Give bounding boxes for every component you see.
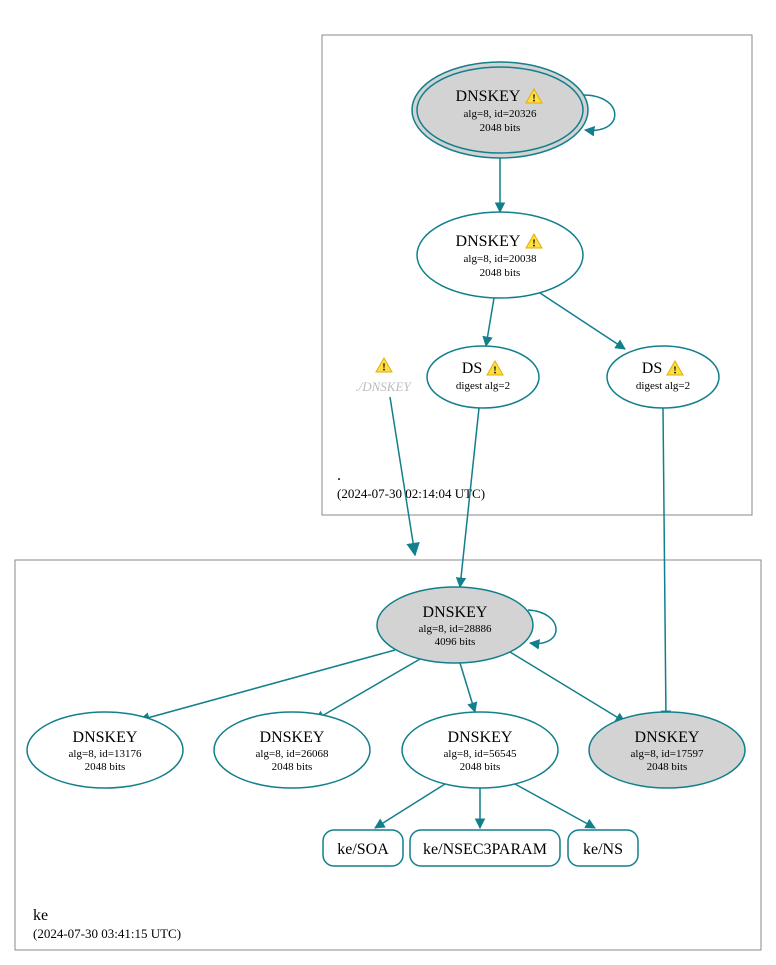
warning-icon: ! <box>376 358 392 374</box>
node-ds1: DS digest alg=2 ! <box>427 346 539 408</box>
svg-text:DNSKEY: DNSKEY <box>73 729 138 746</box>
svg-text:alg=8, id=13176: alg=8, id=13176 <box>69 748 142 760</box>
node-ds2: DS digest alg=2 ! <box>607 346 719 408</box>
svg-text:alg=8, id=26068: alg=8, id=26068 <box>256 748 329 760</box>
svg-text:!: ! <box>493 366 497 377</box>
node-ke-k3: DNSKEY alg=8, id=56545 2048 bits <box>402 712 558 788</box>
edge-faded-to-ke <box>390 397 415 555</box>
svg-text:!: ! <box>532 94 536 105</box>
node-rr-soa: ke/SOA <box>323 830 403 866</box>
node-root-zsk: DNSKEY alg=8, id=20038 2048 bits ! <box>417 212 583 298</box>
node-rr-ns: ke/NS <box>568 830 638 866</box>
svg-text:alg=8, id=56545: alg=8, id=56545 <box>444 748 517 760</box>
svg-text:!: ! <box>673 366 677 377</box>
svg-text:alg=8, id=28886: alg=8, id=28886 <box>419 623 492 635</box>
svg-text:DNSKEY: DNSKEY <box>456 233 521 250</box>
svg-text:DNSKEY: DNSKEY <box>423 604 488 621</box>
zone-ke-label: ke <box>33 907 48 924</box>
svg-text:2048 bits: 2048 bits <box>480 122 521 134</box>
edge-rootzsk-ds2 <box>540 293 625 349</box>
svg-text:2048 bits: 2048 bits <box>647 761 688 773</box>
svg-text:digest alg=2: digest alg=2 <box>456 380 510 392</box>
node-ke-k4: DNSKEY alg=8, id=17597 2048 bits <box>589 712 745 788</box>
svg-text:2048 bits: 2048 bits <box>272 761 313 773</box>
node-rr-nsec: ke/NSEC3PARAM <box>410 830 560 866</box>
edge-rootzsk-ds1 <box>486 298 494 346</box>
svg-text:./DNSKEY: ./DNSKEY <box>355 379 412 394</box>
node-faded-dnskey: ! ./DNSKEY <box>355 358 412 394</box>
edge-keksk-k1 <box>140 650 395 720</box>
svg-text:alg=8, id=20326: alg=8, id=20326 <box>464 108 537 120</box>
zone-root-label: . <box>337 467 341 484</box>
svg-text:!: ! <box>382 363 386 374</box>
svg-text:DNSKEY: DNSKEY <box>448 729 513 746</box>
svg-text:2048 bits: 2048 bits <box>480 267 521 279</box>
edge-k3-ns <box>515 784 595 828</box>
svg-text:ke/NSEC3PARAM: ke/NSEC3PARAM <box>423 841 547 858</box>
svg-text:digest alg=2: digest alg=2 <box>636 380 690 392</box>
svg-text:ke/SOA: ke/SOA <box>337 841 389 858</box>
dnssec-graph: . (2024-07-30 02:14:04 UTC) ke (2024-07-… <box>0 0 776 965</box>
edge-keksk-k3 <box>460 663 475 712</box>
zone-ke-timestamp: (2024-07-30 03:41:15 UTC) <box>33 926 181 941</box>
edge-k3-soa <box>375 784 445 828</box>
node-root-ksk: DNSKEY alg=8, id=20326 2048 bits ! <box>412 62 588 158</box>
svg-text:!: ! <box>532 239 536 250</box>
svg-text:2048 bits: 2048 bits <box>460 761 501 773</box>
svg-text:DNSKEY: DNSKEY <box>635 729 700 746</box>
svg-text:DS: DS <box>462 360 482 377</box>
svg-text:4096 bits: 4096 bits <box>435 636 476 648</box>
edge-ds2-kek4 <box>663 408 666 720</box>
svg-text:2048 bits: 2048 bits <box>85 761 126 773</box>
node-ke-k2: DNSKEY alg=8, id=26068 2048 bits <box>214 712 370 788</box>
svg-text:alg=8, id=17597: alg=8, id=17597 <box>631 748 704 760</box>
node-ke-k1: DNSKEY alg=8, id=13176 2048 bits <box>27 712 183 788</box>
svg-text:DNSKEY: DNSKEY <box>260 729 325 746</box>
svg-text:ke/NS: ke/NS <box>583 841 623 858</box>
svg-text:alg=8, id=20038: alg=8, id=20038 <box>464 253 537 265</box>
zone-root-timestamp: (2024-07-30 02:14:04 UTC) <box>337 486 485 501</box>
node-ke-ksk: DNSKEY alg=8, id=28886 4096 bits <box>377 587 533 663</box>
svg-text:DNSKEY: DNSKEY <box>456 88 521 105</box>
svg-text:DS: DS <box>642 360 662 377</box>
edge-keksk-k4 <box>510 652 625 722</box>
